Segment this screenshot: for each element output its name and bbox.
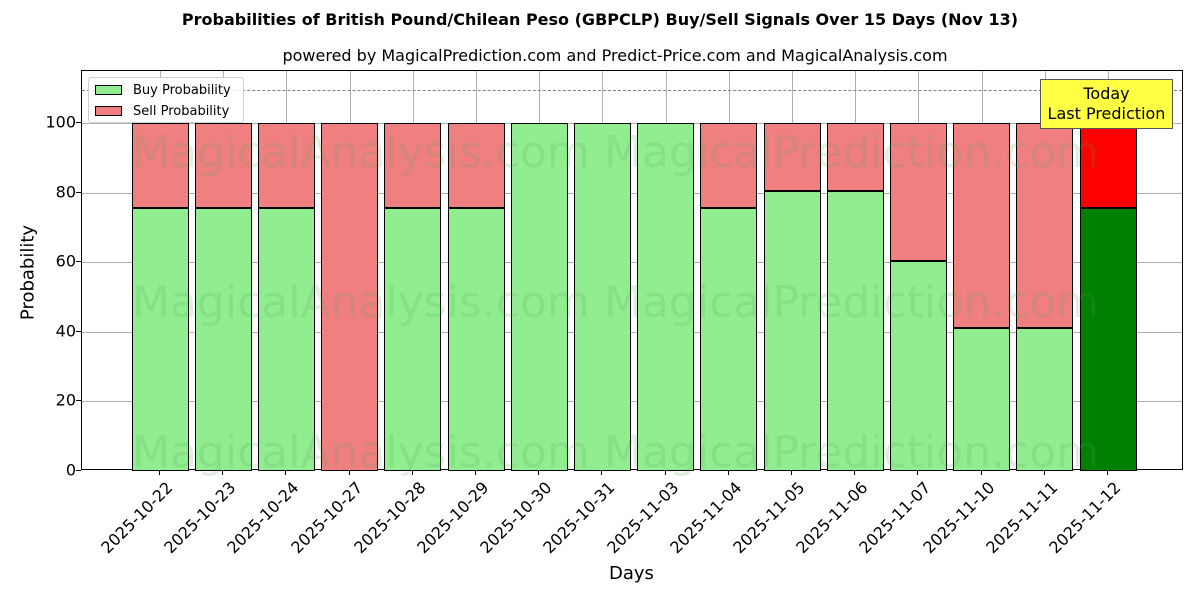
- buy-bar: [510, 123, 568, 471]
- y-tick-label: 60: [55, 251, 76, 271]
- sell-bar: [1079, 123, 1137, 208]
- today-annotation: Today Last Prediction: [1040, 79, 1173, 129]
- x-tick-mark: [727, 470, 729, 475]
- bars: [82, 71, 1182, 471]
- buy-bar: [1016, 328, 1074, 471]
- x-tick-mark: [601, 470, 603, 475]
- y-tick-mark: [76, 122, 81, 124]
- legend-label-sell: Sell Probability: [133, 103, 230, 119]
- buy-bar: [826, 190, 884, 471]
- x-tick-mark: [1043, 470, 1045, 475]
- gridline-h: [82, 331, 1182, 333]
- buy-bar: [637, 123, 695, 471]
- sell-bar: [447, 123, 505, 208]
- buy-bar: [1079, 207, 1137, 471]
- x-tick-mark: [348, 470, 350, 475]
- watermark-text: MagicalAnalysis.com: [132, 277, 590, 328]
- x-tick-mark: [222, 470, 224, 475]
- annotation-line-1: Today: [1083, 84, 1130, 103]
- watermarks: MagicalAnalysis.com MagicalPrediction.com…: [82, 71, 1182, 478]
- gridline-h: [82, 401, 1182, 403]
- x-tick-mark: [1107, 470, 1108, 475]
- buy-bar: [194, 207, 252, 471]
- y-tick-mark: [76, 261, 81, 263]
- sell-bar: [194, 123, 252, 208]
- y-tick-mark: [76, 400, 81, 402]
- sell-bar: [763, 123, 821, 191]
- sell-bar: [826, 123, 884, 191]
- watermark-text: MagicalPrediction.com: [604, 127, 1099, 178]
- y-tick-label: 80: [55, 182, 76, 202]
- gridline-h: [82, 123, 1182, 125]
- legend-label-buy: Buy Probability: [133, 82, 231, 98]
- sell-swatch-icon: [95, 106, 122, 116]
- annotation-line-2: Last Prediction: [1047, 104, 1166, 123]
- x-tick-mark: [980, 470, 982, 475]
- y-tick-mark: [76, 470, 81, 471]
- y-tick-label: 20: [55, 390, 76, 410]
- buy-bar: [700, 207, 758, 471]
- legend-item-buy: Buy Probability: [95, 82, 231, 98]
- x-tick-mark: [475, 470, 476, 475]
- sell-bar: [1016, 123, 1074, 329]
- buy-swatch-icon: [95, 85, 122, 95]
- buy-bar: [131, 207, 189, 471]
- watermark-text: MagicalPrediction.com: [604, 277, 1099, 328]
- y-tick-label: 100: [45, 112, 76, 132]
- y-tick-mark: [76, 330, 81, 332]
- buy-bar: [384, 207, 442, 471]
- y-tick-mark: [76, 191, 81, 193]
- y-tick-label: 0: [65, 460, 76, 480]
- sell-bar: [321, 123, 379, 471]
- buy-bar: [573, 123, 631, 471]
- x-tick-mark: [664, 470, 666, 475]
- x-tick-mark: [791, 470, 792, 475]
- buy-bar: [447, 207, 505, 471]
- legend-item-sell: Sell Probability: [95, 103, 230, 119]
- sell-bar: [953, 123, 1011, 329]
- x-tick-mark: [159, 470, 160, 475]
- plot-area: MagicalAnalysis.com MagicalPrediction.com…: [81, 70, 1183, 478]
- chart-subtitle: powered by MagicalPrediction.com and Pre…: [282, 46, 948, 65]
- watermark-text: MagicalAnalysis.com: [132, 127, 590, 178]
- buy-bar: [953, 328, 1011, 471]
- x-tick-mark: [411, 470, 413, 475]
- reference-line: [82, 90, 1182, 91]
- chart-title: Probabilities of British Pound/Chilean P…: [181, 10, 1019, 29]
- x-tick-mark: [917, 470, 919, 475]
- legend: Buy Probability Sell Probability: [88, 77, 244, 123]
- x-axis-title: Days: [609, 563, 654, 584]
- y-axis-title: Probability: [17, 224, 39, 321]
- x-tick-mark: [854, 470, 856, 475]
- y-tick-label: 40: [55, 321, 76, 341]
- sell-bar: [889, 123, 947, 261]
- x-tick-mark: [538, 470, 540, 475]
- gridline-h: [82, 192, 1182, 194]
- sell-bar: [131, 123, 189, 208]
- buy-bar: [763, 190, 821, 471]
- buy-bar: [889, 260, 947, 471]
- sell-bar: [700, 123, 758, 208]
- x-tick-mark: [285, 470, 287, 475]
- sell-bar: [257, 123, 315, 208]
- gridline-h: [82, 262, 1182, 264]
- sell-bar: [384, 123, 442, 208]
- buy-bar: [257, 207, 315, 471]
